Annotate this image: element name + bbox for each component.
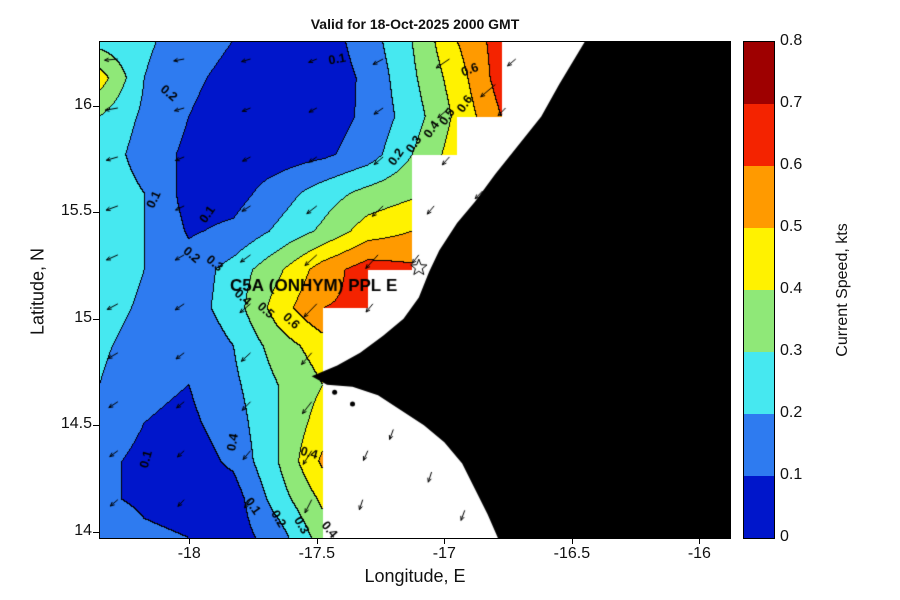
plot-area (99, 41, 731, 539)
colorbar (743, 41, 775, 539)
colorbar-segment (744, 352, 774, 414)
y-axis-label: Latitude, N (27, 247, 48, 336)
y-tick-mark (93, 425, 99, 427)
y-tick-label: 15 (74, 308, 92, 326)
colorbar-tick-label: 0.2 (780, 404, 803, 421)
colorbar-segment (744, 166, 774, 228)
y-tick-label: 14 (74, 521, 92, 539)
colorbar-segment (744, 42, 774, 104)
colorbar-segment (744, 290, 774, 352)
colorbar-segment (744, 476, 774, 538)
x-tick-mark (571, 538, 573, 544)
map-canvas (100, 42, 730, 538)
colorbar-tick-label: 0.4 (780, 280, 803, 297)
colorbar-tick-label: 0.3 (780, 342, 803, 359)
colorbar-segment (744, 104, 774, 166)
y-tick-mark (93, 318, 99, 320)
colorbar-label-wrap: Current Speed, kts (833, 189, 853, 389)
colorbar-tick-label: 0.5 (780, 218, 803, 235)
x-tick-label: -17 (432, 545, 456, 562)
y-tick-mark (93, 105, 99, 107)
y-tick-mark (93, 531, 99, 533)
x-tick-label: -16.5 (553, 545, 591, 562)
x-tick-mark (699, 538, 701, 544)
x-tick-mark (444, 538, 446, 544)
colorbar-tick-label: 0.1 (780, 466, 803, 483)
y-tick-mark (93, 212, 99, 214)
colorbar-tick-label: 0.7 (780, 94, 803, 111)
y-tick-label: 16 (74, 95, 92, 113)
colorbar-tick-label: 0 (780, 528, 789, 545)
x-tick-mark (316, 538, 318, 544)
x-axis-label: Longitude, E (364, 566, 466, 586)
colorbar-segment (744, 414, 774, 476)
y-tick-label: 15.5 (60, 202, 92, 220)
colorbar-tick-label: 0.8 (780, 32, 803, 49)
colorbar-label: Current Speed, kts (834, 223, 851, 357)
y-tick-label: 14.5 (60, 415, 92, 433)
x-tick-label: -17.5 (298, 545, 336, 562)
colorbar-tick-label: 0.6 (780, 156, 803, 173)
figure-title: Valid for 18-Oct-2025 2000 GMT (310, 16, 520, 32)
x-tick-label: -16 (687, 545, 711, 562)
colorbar-segment (744, 228, 774, 290)
x-tick-label: -18 (177, 545, 201, 562)
x-tick-mark (189, 538, 191, 544)
